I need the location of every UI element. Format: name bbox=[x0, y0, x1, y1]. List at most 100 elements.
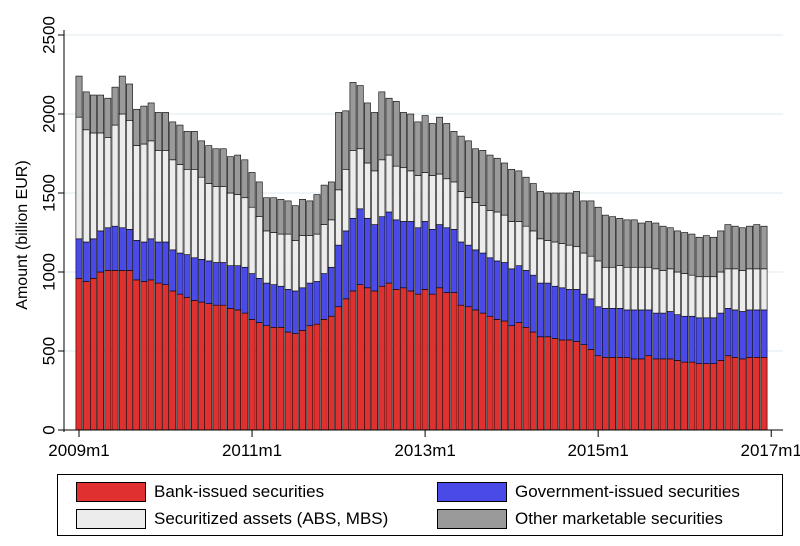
bar-segment-3 bbox=[327, 219, 335, 268]
bar-segment-3 bbox=[558, 243, 566, 289]
bar-segment-3 bbox=[544, 240, 552, 284]
bar-segment-2 bbox=[284, 289, 292, 333]
bar-segment-1 bbox=[407, 290, 415, 431]
bar-segment-1 bbox=[392, 289, 400, 431]
bar-segment-3 bbox=[428, 175, 436, 230]
bar-segment-3 bbox=[90, 132, 97, 240]
bar-segment-2 bbox=[255, 278, 263, 323]
bar-segment-1 bbox=[645, 355, 653, 431]
bar-segment-4 bbox=[198, 140, 205, 178]
bar-segment-4 bbox=[313, 194, 321, 235]
bar-segment-2 bbox=[486, 257, 494, 317]
bar-segment-2 bbox=[75, 238, 83, 279]
bar-segment-1 bbox=[594, 355, 602, 431]
bar-segment-3 bbox=[147, 140, 155, 240]
bar-segment-1 bbox=[544, 336, 552, 431]
bar-segment-1 bbox=[428, 293, 436, 431]
bar-segment-4 bbox=[147, 102, 155, 142]
bar-segment-2 bbox=[688, 315, 696, 363]
bar-segment-3 bbox=[414, 175, 422, 229]
bar-segment-4 bbox=[162, 112, 169, 151]
bar-segment-1 bbox=[702, 363, 710, 431]
bar-segment-4 bbox=[594, 206, 602, 262]
bar-segment-3 bbox=[760, 268, 768, 311]
bar-segment-1 bbox=[385, 282, 393, 431]
bar-segment-2 bbox=[724, 308, 732, 357]
bar-segment-3 bbox=[356, 148, 364, 210]
bar-segment-1 bbox=[659, 358, 667, 431]
bar-segment-4 bbox=[666, 227, 674, 270]
bar-segment-4 bbox=[104, 97, 112, 138]
bar-segment-2 bbox=[537, 282, 544, 338]
legend-swatch-government bbox=[437, 482, 507, 502]
bar-segment-2 bbox=[472, 249, 479, 311]
bar-segment-2 bbox=[443, 227, 451, 293]
bar-segment-1 bbox=[515, 322, 523, 431]
bar-segment-3 bbox=[508, 221, 516, 270]
bar-segment-1 bbox=[464, 306, 472, 431]
bar-segment-3 bbox=[746, 268, 753, 311]
bar-segment-2 bbox=[760, 309, 768, 358]
y-tick-label: 1500 bbox=[39, 174, 58, 212]
bar-segment-3 bbox=[306, 235, 314, 284]
bar-segment-2 bbox=[82, 241, 90, 282]
bar-segment-2 bbox=[234, 265, 242, 311]
bar-segment-3 bbox=[443, 178, 451, 229]
bar-segment-3 bbox=[464, 197, 472, 246]
bar-segment-2 bbox=[501, 262, 508, 322]
bar-segment-1 bbox=[537, 336, 544, 431]
y-tick-label: 2500 bbox=[39, 16, 58, 54]
bar-segment-1 bbox=[522, 326, 530, 431]
legend-label-bank: Bank-issued securities bbox=[154, 482, 325, 501]
bar-segment-3 bbox=[652, 268, 660, 314]
bar-segment-2 bbox=[702, 317, 710, 364]
bar-segment-2 bbox=[428, 229, 436, 295]
x-tick-label: 2011m1 bbox=[222, 441, 282, 460]
bar-segment-3 bbox=[522, 225, 530, 271]
bar-segment-2 bbox=[674, 314, 681, 361]
bar-segment-1 bbox=[565, 339, 573, 431]
bar-segment-4 bbox=[335, 112, 342, 191]
bar-segment-4 bbox=[291, 205, 299, 241]
bar-segment-2 bbox=[356, 208, 364, 285]
legend-swatch-securitized bbox=[76, 509, 146, 529]
bar-segment-3 bbox=[436, 173, 443, 225]
bar-segment-1 bbox=[400, 287, 407, 431]
bar-segment-4 bbox=[544, 192, 552, 241]
bar-segment-1 bbox=[75, 278, 83, 431]
bar-segment-3 bbox=[695, 276, 703, 319]
bar-segment-1 bbox=[183, 296, 191, 431]
bar-segment-1 bbox=[190, 300, 198, 431]
bar-segment-1 bbox=[479, 312, 487, 431]
bar-segment-2 bbox=[327, 266, 335, 317]
bar-segment-1 bbox=[162, 284, 169, 431]
bar-segment-4 bbox=[493, 157, 501, 213]
bar-segment-3 bbox=[616, 265, 624, 309]
bar-segment-1 bbox=[717, 360, 725, 431]
bar-segment-2 bbox=[104, 227, 112, 271]
bar-segment-2 bbox=[457, 241, 465, 306]
bar-segment-4 bbox=[306, 200, 314, 236]
bar-segment-1 bbox=[760, 357, 768, 431]
bar-segment-3 bbox=[313, 233, 321, 282]
bar-segment-1 bbox=[371, 290, 379, 431]
bar-segment-1 bbox=[529, 331, 537, 431]
bar-segment-3 bbox=[219, 186, 227, 263]
bar-segment-4 bbox=[565, 192, 573, 246]
bar-segment-4 bbox=[760, 225, 768, 270]
bar-segment-1 bbox=[587, 349, 595, 431]
bar-segment-1 bbox=[551, 338, 559, 431]
bar-segment-1 bbox=[630, 358, 638, 431]
bar-segment-1 bbox=[227, 308, 234, 431]
bar-segment-3 bbox=[601, 266, 609, 309]
bar-segment-4 bbox=[385, 97, 393, 156]
bar-segment-2 bbox=[450, 229, 458, 293]
bar-segment-3 bbox=[248, 206, 256, 274]
legend: Bank-issued securities Government-issued… bbox=[57, 474, 783, 536]
bar-segment-4 bbox=[601, 214, 609, 268]
bar-segment-4 bbox=[212, 148, 220, 187]
bar-segment-3 bbox=[659, 270, 667, 314]
bar-segment-2 bbox=[299, 287, 306, 331]
bar-segment-1 bbox=[169, 290, 177, 431]
